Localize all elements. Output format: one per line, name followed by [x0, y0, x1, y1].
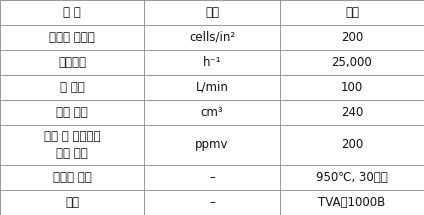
Text: TVA－1000B: TVA－1000B — [318, 196, 385, 209]
Text: 200: 200 — [341, 138, 363, 151]
Text: 단위: 단위 — [205, 6, 219, 19]
Text: 촉매 부피: 촉매 부피 — [56, 106, 88, 119]
Text: 조건: 조건 — [345, 6, 359, 19]
Text: 열처리 조건: 열처리 조건 — [53, 171, 92, 184]
Text: 총 유량: 총 유량 — [60, 81, 84, 94]
Text: 하니컴 셀밀도: 하니컴 셀밀도 — [49, 31, 95, 44]
Text: 벤젠 및 헥사데칸
유입 농도: 벤젠 및 헥사데칸 유입 농도 — [44, 130, 100, 160]
Text: L/min: L/min — [195, 81, 229, 94]
Text: ppmv: ppmv — [195, 138, 229, 151]
Text: cm³: cm³ — [201, 106, 223, 119]
Text: 항 목: 항 목 — [63, 6, 81, 19]
Text: 공간속도: 공간속도 — [58, 56, 86, 69]
Text: 200: 200 — [341, 31, 363, 44]
Text: 분석: 분석 — [65, 196, 79, 209]
Text: 25,000: 25,000 — [332, 56, 372, 69]
Text: 240: 240 — [341, 106, 363, 119]
Text: –: – — [209, 196, 215, 209]
Text: cells/in²: cells/in² — [189, 31, 235, 44]
Text: h⁻¹: h⁻¹ — [203, 56, 221, 69]
Text: 100: 100 — [341, 81, 363, 94]
Text: 950℃, 30시간: 950℃, 30시간 — [316, 171, 388, 184]
Text: –: – — [209, 171, 215, 184]
